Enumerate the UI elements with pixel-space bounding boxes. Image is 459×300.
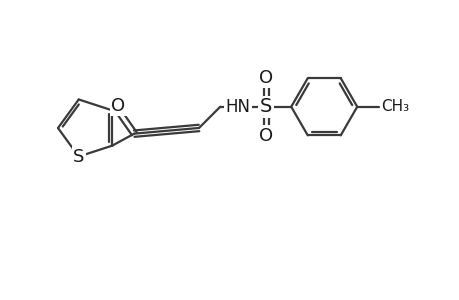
Text: O: O — [258, 69, 273, 87]
Text: HN: HN — [225, 98, 250, 116]
Text: CH₃: CH₃ — [381, 99, 409, 114]
Text: O: O — [111, 97, 125, 115]
Text: S: S — [259, 97, 272, 116]
Text: S: S — [73, 148, 84, 166]
Text: O: O — [258, 127, 273, 145]
